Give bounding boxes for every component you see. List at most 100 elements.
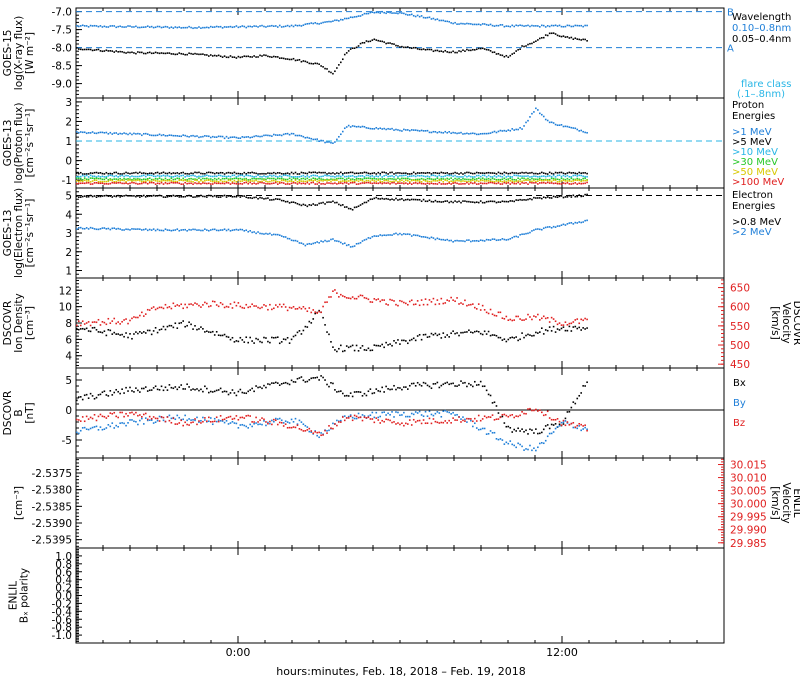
legend-entry: By	[733, 398, 746, 409]
data-point	[586, 219, 588, 222]
data-point	[273, 25, 275, 28]
data-point	[399, 46, 401, 48]
data-point	[211, 172, 214, 174]
data-point	[296, 59, 299, 61]
data-point	[367, 127, 370, 130]
data-point	[330, 182, 332, 185]
data-point	[367, 298, 370, 301]
data-point	[353, 245, 356, 247]
data-point	[223, 418, 226, 421]
data-point	[560, 195, 563, 197]
data-point	[125, 318, 127, 320]
data-point	[95, 48, 98, 51]
data-point	[428, 176, 431, 178]
data-point	[529, 231, 531, 234]
data-point	[515, 174, 517, 177]
data-point	[491, 313, 494, 316]
data-point	[499, 172, 502, 175]
data-point	[162, 196, 165, 198]
data-point	[332, 422, 334, 425]
data-point	[274, 172, 277, 175]
data-point	[483, 48, 486, 50]
data-point	[422, 182, 425, 185]
data-point	[537, 410, 539, 412]
data-point	[119, 177, 121, 180]
data-point	[95, 25, 98, 27]
data-point	[424, 175, 427, 178]
data-point	[170, 181, 173, 184]
data-point	[194, 171, 196, 174]
data-point	[434, 18, 437, 21]
data-point	[351, 395, 354, 398]
data-point	[144, 181, 147, 184]
data-point	[135, 133, 137, 135]
data-point	[420, 172, 423, 174]
data-point	[194, 179, 196, 181]
data-point	[560, 183, 563, 185]
data-point	[414, 180, 417, 182]
data-point	[584, 131, 586, 134]
data-point	[377, 179, 380, 181]
data-point	[345, 417, 348, 419]
y-tick-label: -0.6	[52, 614, 73, 626]
data-point	[314, 311, 317, 313]
data-point	[338, 177, 340, 180]
data-point	[330, 382, 332, 384]
data-point	[144, 412, 147, 415]
data-point	[570, 222, 573, 224]
data-point	[111, 133, 114, 135]
data-point	[273, 307, 275, 310]
data-point	[150, 389, 153, 391]
data-point	[85, 196, 88, 198]
data-point	[198, 304, 200, 307]
data-point	[375, 182, 378, 185]
data-point	[123, 175, 125, 178]
data-point	[247, 197, 250, 199]
data-point	[391, 421, 393, 424]
data-point	[101, 227, 104, 229]
data-point	[302, 379, 305, 382]
data-point	[454, 21, 456, 24]
data-point	[489, 200, 492, 203]
data-point	[168, 419, 171, 422]
data-point	[261, 55, 263, 57]
data-point	[517, 174, 519, 177]
data-point	[286, 183, 289, 185]
data-point	[578, 178, 581, 181]
data-point	[139, 228, 141, 230]
data-point	[245, 392, 248, 395]
data-point	[314, 430, 317, 432]
data-point	[286, 200, 289, 203]
data-point	[537, 39, 539, 41]
data-point	[542, 172, 545, 174]
data-point	[81, 173, 84, 175]
data-point	[229, 422, 232, 424]
data-point	[300, 175, 303, 178]
data-point	[176, 388, 179, 391]
data-point	[336, 172, 338, 174]
data-point	[261, 178, 263, 180]
data-point	[519, 430, 521, 432]
data-point	[89, 183, 92, 185]
data-point	[387, 173, 389, 175]
data-point	[288, 133, 291, 136]
data-point	[544, 196, 547, 199]
panel-frame	[75, 457, 725, 549]
data-point	[479, 332, 482, 335]
data-point	[115, 424, 118, 427]
data-point	[322, 21, 324, 24]
data-point	[426, 303, 429, 306]
data-point	[83, 179, 86, 182]
data-point	[261, 180, 263, 183]
data-point	[296, 24, 299, 27]
data-point	[276, 423, 279, 426]
data-point	[462, 416, 464, 418]
data-point	[554, 171, 557, 174]
data-point	[269, 422, 271, 425]
data-point	[519, 338, 521, 341]
data-point	[503, 413, 506, 416]
data-point	[168, 324, 171, 327]
data-point	[420, 200, 423, 203]
data-point	[87, 321, 90, 323]
data-point	[312, 171, 315, 174]
